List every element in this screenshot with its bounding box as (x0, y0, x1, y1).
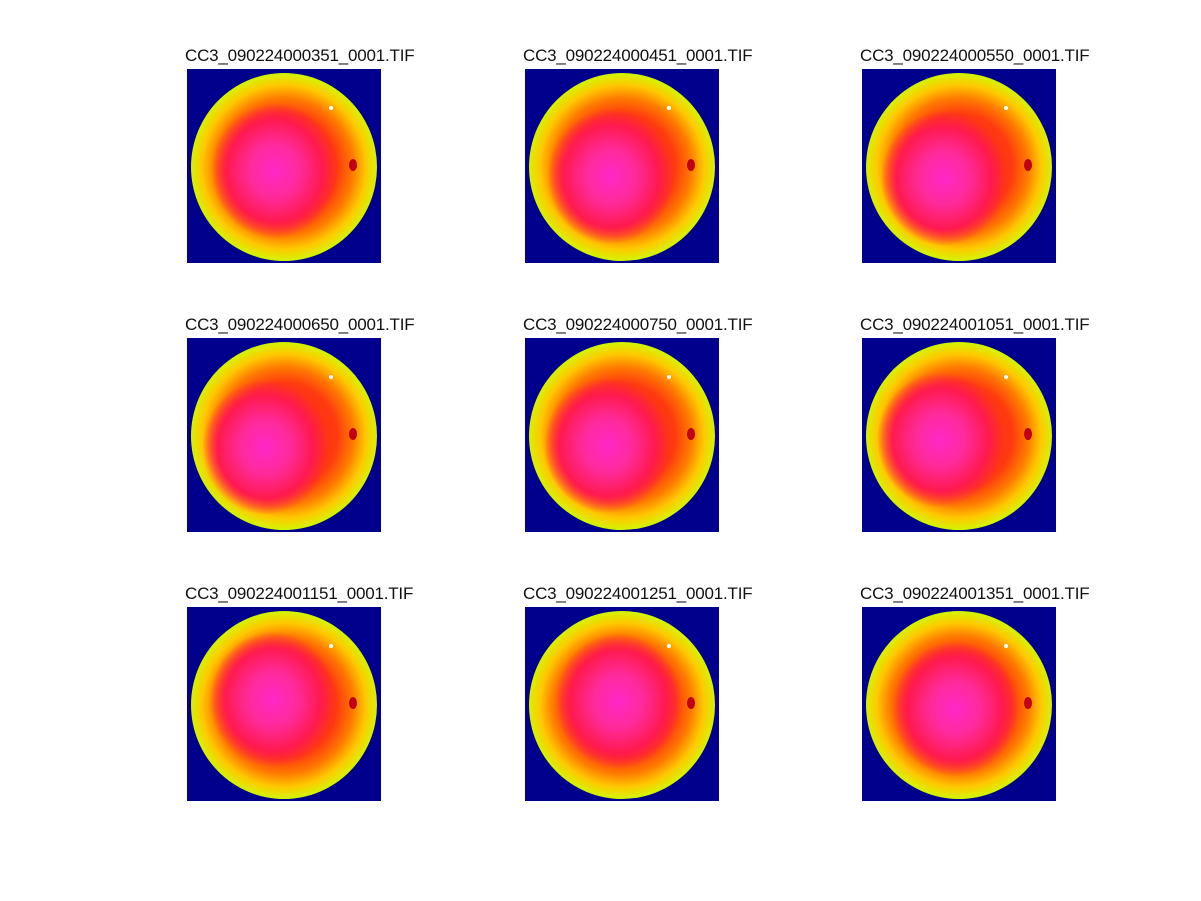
false-color-image (525, 69, 719, 263)
image-subplot: CC3_090224000451_0001.TIF (523, 46, 795, 266)
false-color-image (187, 338, 381, 532)
subplot-title: CC3_090224000451_0001.TIF (523, 46, 753, 65)
subplot-title: CC3_090224000550_0001.TIF (860, 46, 1090, 65)
image-subplot: CC3_090224001051_0001.TIF (860, 315, 1132, 535)
image-subplot: CC3_090224001251_0001.TIF (523, 584, 795, 804)
hot-spot (687, 697, 695, 709)
hot-spot (1024, 159, 1032, 171)
false-color-image (187, 69, 381, 263)
subplot-title: CC3_090224000650_0001.TIF (185, 315, 415, 334)
hot-spot (349, 159, 357, 171)
false-color-image (187, 607, 381, 801)
hot-spot (1024, 428, 1032, 440)
subplot-title: CC3_090224001151_0001.TIF (185, 584, 414, 603)
subplot-title: CC3_090224001351_0001.TIF (860, 584, 1090, 603)
bright-speck (329, 644, 333, 648)
false-color-image (862, 607, 1056, 801)
image-subplot: CC3_090224001151_0001.TIF (185, 584, 457, 804)
bright-speck (1004, 644, 1008, 648)
bright-speck (667, 375, 671, 379)
bright-speck (1004, 375, 1008, 379)
false-color-image (525, 607, 719, 801)
fisheye-disc (866, 342, 1052, 530)
hot-spot (687, 159, 695, 171)
image-subplot: CC3_090224000550_0001.TIF (860, 46, 1132, 266)
fisheye-disc (529, 342, 715, 530)
subplot-title: CC3_090224001051_0001.TIF (860, 315, 1090, 334)
fisheye-disc (866, 73, 1052, 261)
hot-spot (349, 697, 357, 709)
subplot-title: CC3_090224000351_0001.TIF (185, 46, 415, 65)
bright-speck (667, 644, 671, 648)
bright-speck (329, 106, 333, 110)
fisheye-disc (529, 73, 715, 261)
false-color-image (862, 338, 1056, 532)
image-subplot: CC3_090224000650_0001.TIF (185, 315, 457, 535)
false-color-image (525, 338, 719, 532)
image-subplot: CC3_090224000750_0001.TIF (523, 315, 795, 535)
fisheye-disc (191, 611, 377, 799)
image-subplot: CC3_090224000351_0001.TIF (185, 46, 457, 266)
hot-spot (1024, 697, 1032, 709)
subplot-title: CC3_090224001251_0001.TIF (523, 584, 753, 603)
fisheye-disc (866, 611, 1052, 799)
hot-spot (687, 428, 695, 440)
bright-speck (1004, 106, 1008, 110)
false-color-image (862, 69, 1056, 263)
fisheye-disc (191, 73, 377, 261)
subplot-title: CC3_090224000750_0001.TIF (523, 315, 753, 334)
image-subplot: CC3_090224001351_0001.TIF (860, 584, 1132, 804)
fisheye-disc (191, 342, 377, 530)
hot-spot (349, 428, 357, 440)
bright-speck (329, 375, 333, 379)
bright-speck (667, 106, 671, 110)
fisheye-disc (529, 611, 715, 799)
